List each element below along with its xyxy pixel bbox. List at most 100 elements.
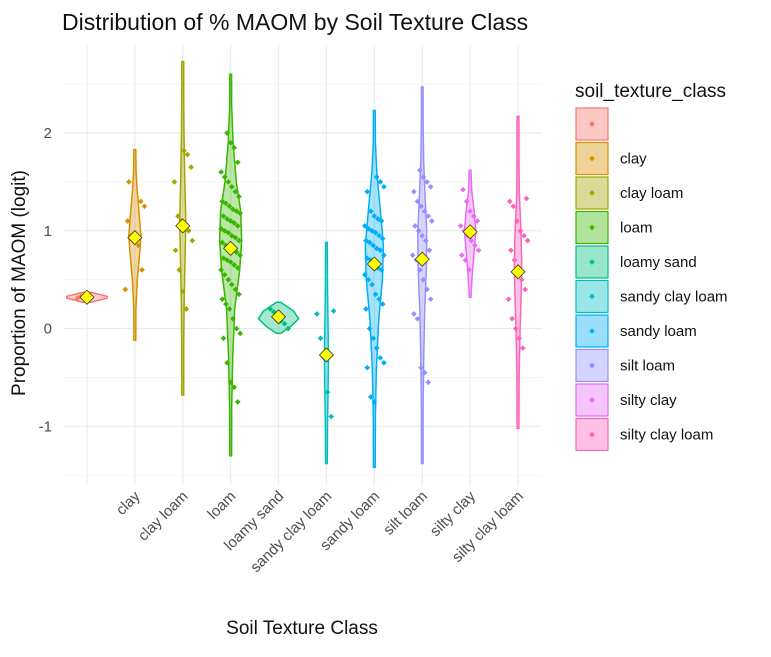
legend-item: clay — [575, 141, 647, 176]
data-point — [139, 267, 145, 273]
data-point — [366, 325, 373, 332]
data-point — [370, 335, 377, 342]
data-point — [231, 262, 238, 268]
data-point — [361, 271, 368, 278]
data-point — [521, 232, 527, 239]
data-point — [234, 399, 241, 405]
data-point — [218, 267, 224, 273]
x-tick-label: clay loam — [135, 488, 192, 545]
mean-marker — [462, 224, 478, 240]
legend: soil_texture_class clay clay loam loam loam… — [575, 81, 728, 452]
data-point — [372, 291, 379, 298]
data-point — [171, 179, 178, 185]
data-point — [367, 208, 374, 215]
data-point — [237, 330, 244, 337]
legend-swatch-point — [589, 259, 595, 265]
violin-shape — [364, 109, 385, 469]
legend-swatch-point — [589, 328, 595, 334]
data-point — [508, 247, 514, 254]
data-point — [425, 379, 432, 386]
data-point — [137, 198, 144, 205]
data-point — [231, 144, 238, 151]
violin-group — [361, 109, 387, 469]
x-tick-label: loam — [204, 488, 239, 523]
data-point — [415, 227, 422, 234]
violin-group — [257, 301, 300, 335]
legend-label: silt loam — [620, 358, 675, 375]
legend-label: loamy sand — [620, 254, 697, 271]
data-point — [224, 130, 230, 136]
data-point — [370, 242, 377, 249]
x-tick-label: silt loam — [380, 488, 431, 539]
data-point — [234, 265, 241, 271]
data-point — [237, 252, 244, 259]
data-point — [412, 223, 418, 229]
data-point — [220, 213, 227, 219]
data-point — [221, 271, 228, 278]
data-point — [378, 267, 385, 273]
data-point — [230, 315, 236, 322]
legend-swatch-point — [589, 224, 595, 231]
violin-group — [122, 148, 148, 342]
data-point — [236, 237, 242, 244]
data-point — [466, 267, 472, 273]
data-point — [505, 296, 512, 303]
data-point — [517, 227, 524, 234]
legend-swatch-point — [589, 397, 595, 403]
data-point — [510, 203, 517, 210]
data-point — [512, 325, 519, 332]
data-point — [361, 223, 368, 229]
data-point — [367, 394, 374, 400]
data-point — [232, 234, 239, 241]
data-point — [122, 286, 129, 293]
data-point — [377, 355, 384, 361]
legend-item: sandy clay loam — [575, 279, 728, 314]
data-point — [369, 281, 375, 288]
data-point — [218, 169, 224, 175]
data-point — [223, 301, 229, 307]
x-tick-label: clay — [113, 487, 144, 518]
data-point — [189, 237, 196, 244]
data-point — [314, 311, 320, 317]
legend-item: loamy sand — [575, 245, 697, 279]
data-point — [468, 237, 475, 244]
data-point — [518, 276, 525, 283]
data-point — [232, 286, 239, 293]
legend-item: clay loam — [575, 176, 683, 210]
data-point — [462, 257, 469, 263]
data-point — [417, 267, 423, 273]
legend-swatch-point — [589, 293, 595, 300]
legend-label: clay — [620, 151, 647, 168]
data-point — [381, 183, 387, 190]
data-point — [414, 198, 421, 205]
data-point — [428, 218, 435, 224]
data-point — [419, 232, 426, 239]
data-point — [141, 203, 148, 210]
y-tick-label: -1 — [39, 418, 52, 435]
legend-item: loam — [575, 210, 653, 245]
data-point — [227, 259, 234, 265]
legend-label: sandy loam — [620, 323, 697, 340]
mean-marker — [127, 230, 143, 246]
legend-label: clay loam — [620, 185, 683, 202]
data-point — [422, 237, 429, 244]
legend-label: sandy clay loam — [620, 289, 728, 306]
data-point — [234, 159, 241, 166]
data-point — [228, 281, 235, 288]
data-point — [226, 203, 233, 210]
data-point — [420, 276, 427, 283]
data-point — [364, 188, 371, 195]
data-point — [232, 188, 239, 195]
y-tick-label: 2 — [44, 125, 52, 142]
data-point — [457, 223, 464, 229]
data-point — [219, 296, 226, 303]
legend-item: silty clay loam — [575, 417, 713, 452]
data-point — [376, 232, 382, 239]
data-point — [188, 164, 194, 171]
data-point — [421, 208, 428, 215]
data-point — [467, 208, 473, 215]
data-point — [228, 183, 235, 190]
data-point — [376, 296, 382, 303]
data-point — [523, 195, 530, 202]
